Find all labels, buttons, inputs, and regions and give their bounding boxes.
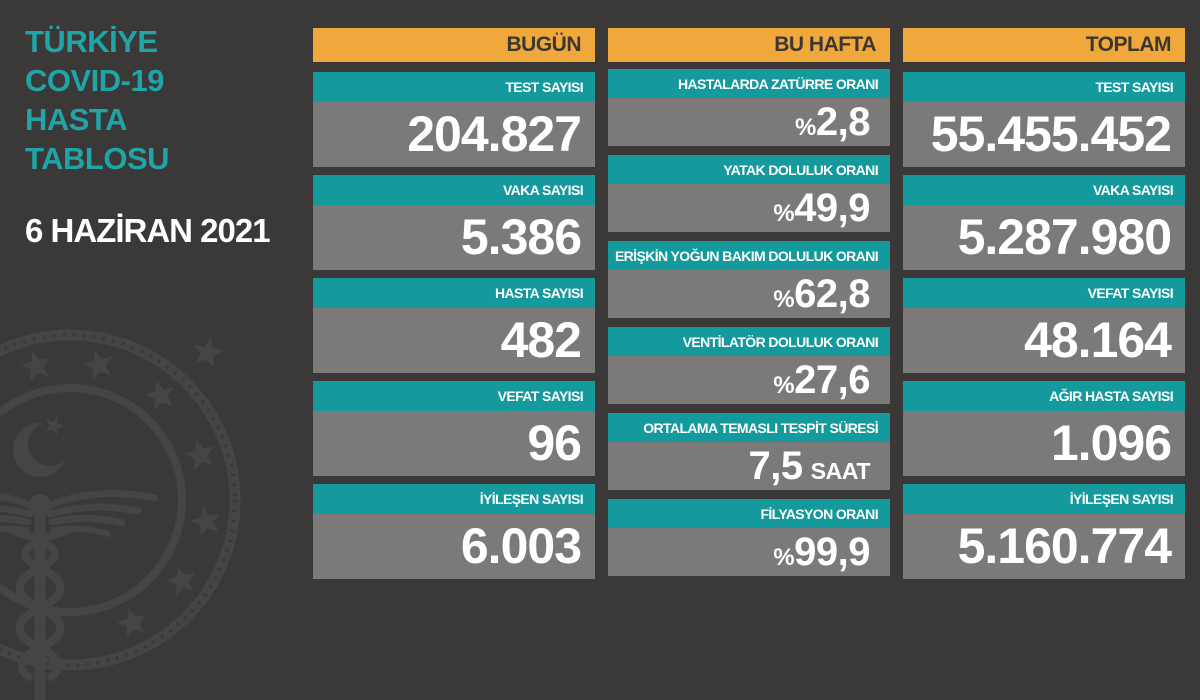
value-number: 5.160.774	[958, 518, 1171, 574]
stat-yogun-bakim-doluluk-orani: ERİŞKİN YOĞUN BAKIM DOLULUK ORANI %62,8	[608, 241, 890, 318]
stat-value: 482	[313, 308, 595, 373]
stat-zaturre-orani: HASTALARDA ZATÜRRE ORANI %2,8	[608, 69, 890, 146]
value-number: 1.096	[1051, 415, 1171, 471]
value-unit: SAAT	[811, 458, 870, 484]
column-header-toplam: TOPLAM	[903, 28, 1185, 62]
stat-value: %62,8	[608, 270, 890, 318]
stat-vefat-sayisi-toplam: VEFAT SAYISI 48.164	[903, 278, 1185, 373]
stat-label: İYİLEŞEN SAYISI	[903, 484, 1185, 514]
value-prefix: %	[795, 114, 816, 141]
report-date: 6 HAZİRAN 2021	[25, 212, 270, 250]
stat-value: %27,6	[608, 356, 890, 404]
value-number: 2,8	[816, 100, 870, 144]
stat-hasta-sayisi-bugun: HASTA SAYISI 482	[313, 278, 595, 373]
stat-test-sayisi-bugun: TEST SAYISI 204.827	[313, 72, 595, 167]
wing-feather	[52, 518, 122, 523]
stat-ventilator-doluluk-orani: VENTİLATÖR DOLULUK ORANI %27,6	[608, 327, 890, 404]
stat-value: 5.386	[313, 205, 595, 270]
value-number: 204.827	[407, 106, 581, 162]
covid-dashboard: { "branding": { "title_lines": ["TÜRKİYE…	[0, 0, 1200, 606]
star-icon	[142, 377, 178, 412]
column-bugun: BUGÜN TEST SAYISI 204.827 VAKA SAYISI 5.…	[313, 28, 595, 579]
wing-feather	[0, 507, 30, 514]
value-number: 96	[527, 415, 581, 471]
stat-value: 48.164	[903, 308, 1185, 373]
value-prefix: %	[773, 372, 794, 399]
star-icon	[188, 502, 224, 537]
stat-filyasyon-orani: FİLYASYON ORANI %99,9	[608, 499, 890, 576]
stat-label: FİLYASYON ORANI	[608, 499, 890, 528]
stat-value: 1.096	[903, 411, 1185, 476]
stat-label: VENTİLATÖR DOLULUK ORANI	[608, 327, 890, 356]
stat-label: ORTALAMA TEMASLI TESPİT SÜRESİ	[608, 413, 890, 442]
value-prefix: %	[773, 286, 794, 313]
value-number: 99,9	[794, 530, 870, 574]
stat-value: %2,8	[608, 98, 890, 146]
value-number: 5.386	[461, 209, 581, 265]
stat-iyilesen-sayisi-toplam: İYİLEŞEN SAYISI 5.160.774	[903, 484, 1185, 579]
value-prefix: %	[773, 200, 794, 227]
stat-value: %49,9	[608, 184, 890, 232]
star-icon	[182, 436, 218, 471]
stat-temasli-tespit-suresi: ORTALAMA TEMASLI TESPİT SÜRESİ 7,5 SAAT	[608, 413, 890, 490]
stat-label: HASTA SAYISI	[313, 278, 595, 308]
wing-feather	[0, 494, 32, 507]
emblem-ring-stars	[18, 327, 232, 639]
stat-value: %99,9	[608, 528, 890, 576]
stat-label: TEST SAYISI	[903, 72, 1185, 102]
star-icon	[114, 604, 150, 639]
star-icon	[163, 562, 199, 597]
stat-yatak-doluluk-orani: YATAK DOLULUK ORANI %49,9	[608, 155, 890, 232]
stat-label: YATAK DOLULUK ORANI	[608, 155, 890, 184]
column-header-bu-hafta: BU HAFTA	[608, 28, 890, 62]
stat-value: 96	[313, 411, 595, 476]
stat-label: AĞIR HASTA SAYISI	[903, 381, 1185, 411]
title-line: COVID-19	[25, 61, 169, 100]
star-icon	[18, 347, 54, 382]
stat-label: VAKA SAYISI	[313, 175, 595, 205]
value-number: 482	[501, 312, 581, 368]
stat-label: ERİŞKİN YOĞUN BAKIM DOLULUK ORANI	[608, 241, 890, 270]
value-number: 27,6	[794, 358, 870, 402]
stat-label: İYİLEŞEN SAYISI	[313, 484, 595, 514]
value-number: 49,9	[794, 186, 870, 230]
value-number: 6.003	[461, 518, 581, 574]
wing-feather	[0, 518, 28, 523]
crescent-and-star	[13, 413, 72, 477]
stat-iyilesen-sayisi-bugun: İYİLEŞEN SAYISI 6.003	[313, 484, 595, 579]
stat-value: 7,5 SAAT	[608, 442, 890, 490]
stat-vaka-sayisi-toplam: VAKA SAYISI 5.287.980	[903, 175, 1185, 270]
stat-label: VEFAT SAYISI	[313, 381, 595, 411]
value-number: 55.455.452	[931, 106, 1171, 162]
stat-vefat-sayisi-bugun: VEFAT SAYISI 96	[313, 381, 595, 476]
star-icon	[184, 327, 232, 375]
value-number: 5.287.980	[958, 209, 1171, 265]
star-icon	[80, 346, 116, 381]
value-prefix: %	[773, 544, 794, 571]
stat-label: VAKA SAYISI	[903, 175, 1185, 205]
page-title: TÜRKİYE COVID-19 HASTA TABLOSU	[25, 22, 169, 178]
stat-value: 5.160.774	[903, 514, 1185, 579]
value-number: 7,5	[748, 444, 802, 488]
title-line: TÜRKİYE	[25, 22, 169, 61]
column-header-bugun: BUGÜN	[313, 28, 595, 62]
stat-value: 55.455.452	[903, 102, 1185, 167]
title-line: TABLOSU	[25, 139, 169, 178]
stat-test-sayisi-toplam: TEST SAYISI 55.455.452	[903, 72, 1185, 167]
stat-label: HASTALARDA ZATÜRRE ORANI	[608, 69, 890, 98]
value-number: 48.164	[1024, 312, 1171, 368]
stat-value: 6.003	[313, 514, 595, 579]
column-toplam: TOPLAM TEST SAYISI 55.455.452 VAKA SAYIS…	[903, 28, 1185, 579]
stat-agir-hasta-sayisi: AĞIR HASTA SAYISI 1.096	[903, 381, 1185, 476]
stat-value: 204.827	[313, 102, 595, 167]
stat-label: VEFAT SAYISI	[903, 278, 1185, 308]
column-bu-hafta: BU HAFTA HASTALARDA ZATÜRRE ORANI %2,8 Y…	[608, 28, 890, 576]
stat-vaka-sayisi-bugun: VAKA SAYISI 5.386	[313, 175, 595, 270]
ministry-of-health-emblem-watermark	[0, 300, 270, 700]
stat-value: 5.287.980	[903, 205, 1185, 270]
value-number: 62,8	[794, 272, 870, 316]
stat-label: TEST SAYISI	[313, 72, 595, 102]
wing-feather	[50, 507, 138, 514]
title-line: HASTA	[25, 100, 169, 139]
